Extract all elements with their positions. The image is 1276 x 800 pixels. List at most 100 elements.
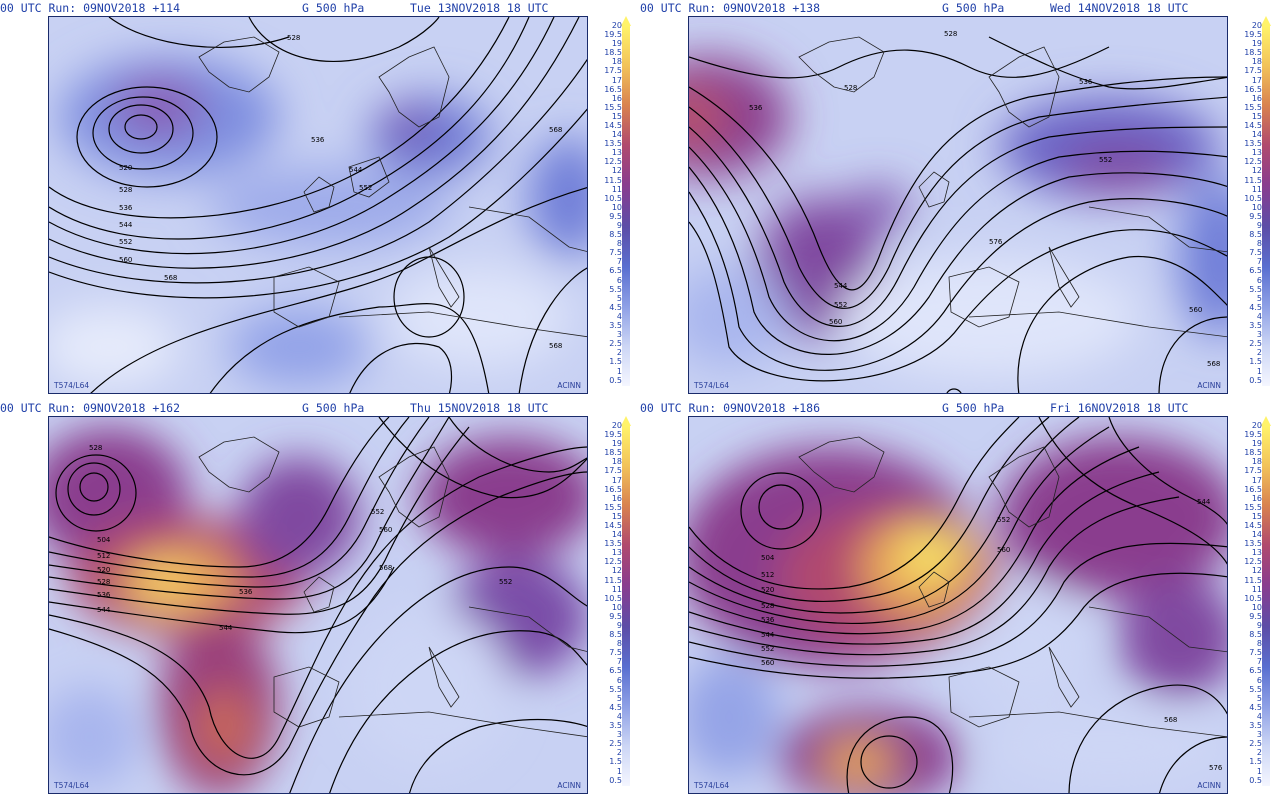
colorbar-tick-label: 17.5 [1244, 66, 1262, 76]
colorbar-tick-label: 2.5 [1249, 739, 1262, 749]
contour-value-label: 552 [359, 184, 373, 192]
level-label: G 500 hPa [942, 1, 1005, 15]
forecast-map: T574/L64 ACINN 504 512 520 528 536 544 552 560 5… [688, 416, 1228, 794]
height-contours [49, 17, 587, 393]
colorbar-arrow-icon [621, 16, 631, 26]
colorbar-tick-label: 14 [1251, 130, 1262, 140]
colorbar-tick-label: 7 [1256, 257, 1262, 267]
panel-header: 00 UTC Run: 09NOV2018 +138 G 500 hPa Wed… [640, 0, 1230, 16]
colorbar-tick-label: 14.5 [1244, 121, 1262, 130]
colorbar-tick-label: 18.5 [1244, 448, 1262, 458]
colorbar-tick-label: 4.5 [609, 702, 622, 712]
colorbar-tick-label: 20 [1251, 21, 1262, 30]
colorbar-tick-label: 16 [1251, 493, 1262, 503]
colorbar-tick-label: 3.5 [609, 721, 622, 731]
colorbar-tick-label: 0.5 [609, 375, 622, 385]
colorbar-tick-label: 13 [611, 548, 622, 558]
colorbar-tick-label: 17.5 [1244, 466, 1262, 476]
colorbar-tick-label: 18.5 [604, 48, 622, 58]
contour-value-label: 536 [1079, 78, 1093, 86]
colorbar-tick-label: 7.5 [1249, 248, 1262, 258]
colorbar-tick-label: 4 [1256, 711, 1262, 721]
colorbar-tick-label: 15 [1251, 511, 1262, 521]
contour-value-label: 568 [164, 274, 178, 282]
colorbar-tick-label: 12 [611, 166, 622, 176]
colorbar-tick-label: 2.5 [609, 339, 622, 349]
colorbar-tick-label: 12 [611, 566, 622, 576]
colorbar-tick-label: 14.5 [1244, 521, 1262, 530]
colorbar: 20 19.5 19 18.5 18 17.5 17 16.5 16 15.5 15 14.5 14 13… [1232, 16, 1276, 394]
colorbar-tick-label: 10.5 [604, 593, 622, 603]
colorbar-ramp [622, 26, 630, 386]
source-label: ACINN [1197, 781, 1221, 790]
contour-value-label: 528 [844, 84, 858, 92]
colorbar-tick-label: 1 [1256, 366, 1262, 376]
colorbar-tick-label: 3.5 [609, 321, 622, 331]
model-label: T574/L64 [54, 781, 90, 790]
contour-value-label: 568 [1207, 360, 1221, 368]
height-contours [689, 36, 1227, 393]
contour-value-label: 528 [119, 186, 133, 194]
contour-value-label: 544 [219, 624, 233, 632]
colorbar-tick-label: 4 [616, 311, 622, 321]
colorbar-tick-label: 5.5 [1249, 684, 1262, 694]
colorbar-tick-label: 9 [1256, 221, 1262, 231]
colorbar-tick-label: 7.5 [609, 648, 622, 658]
colorbar-tick-label: 15.5 [604, 502, 622, 512]
colorbar-tick-label: 4.5 [1249, 302, 1262, 312]
contour-value-label: 512 [97, 552, 111, 560]
colorbar-tick-label: 13.5 [604, 539, 622, 549]
colorbar-tick-label: 11 [611, 184, 622, 194]
colorbar-tick-label: 2.5 [1249, 339, 1262, 349]
map-panel-4: 00 UTC Run: 09NOV2018 +186 G 500 hPa Fri… [640, 400, 1276, 798]
valid-time-label: Thu 15NOV2018 18 UTC [410, 401, 549, 415]
colorbar-tick-label: 12.5 [604, 557, 622, 567]
geopotential-field [49, 17, 587, 393]
colorbar-tick-label: 1 [616, 766, 622, 776]
source-label: ACINN [557, 381, 581, 390]
colorbar-tick-label: 8 [1256, 239, 1262, 249]
colorbar-tick-label: 3.5 [1249, 321, 1262, 331]
colorbar-tick-label: 10 [1251, 202, 1262, 212]
colorbar-tick-label: 16 [611, 93, 622, 103]
colorbar-tick-label: 8.5 [1249, 630, 1262, 640]
source-label: ACINN [557, 781, 581, 790]
colorbar-tick-label: 7 [616, 257, 622, 267]
colorbar-tick-label: 20 [611, 421, 622, 430]
contour-value-label: 544 [349, 166, 363, 174]
colorbar-tick-label: 9.5 [609, 211, 622, 221]
colorbar-tick-label: 9.5 [1249, 211, 1262, 221]
colorbar-tick-label: 11.5 [1244, 575, 1262, 585]
colorbar-tick-label: 5.5 [609, 684, 622, 694]
colorbar-tick-label: 6 [616, 675, 622, 685]
colorbar-ramp [1262, 26, 1270, 386]
map-panel-2: 00 UTC Run: 09NOV2018 +138 G 500 hPa Wed… [640, 0, 1276, 398]
colorbar-tick-label: 10 [611, 602, 622, 612]
contour-value-label: 536 [311, 136, 325, 144]
run-label: 00 UTC Run: 09NOV2018 +114 [0, 1, 181, 15]
contour-value-label: 560 [119, 256, 133, 264]
colorbar-tick-label: 19.5 [604, 430, 622, 440]
contour-value-label: 576 [1209, 764, 1223, 772]
colorbar-tick-label: 15.5 [604, 102, 622, 112]
colorbar-tick-label: 12.5 [1244, 157, 1262, 167]
colorbar-tick-label: 17.5 [604, 66, 622, 76]
forecast-map: T574/L64 ACINN 528 536 528 544 552 560 576 560 5… [688, 16, 1228, 394]
colorbar-tick-label: 15.5 [1244, 502, 1262, 512]
colorbar-tick-label: 13 [1251, 148, 1262, 158]
contour-value-label: 568 [1164, 716, 1178, 724]
model-label: T574/L64 [694, 781, 730, 790]
contour-value-label: 544 [761, 631, 775, 639]
contour-value-label: 568 [549, 126, 563, 134]
run-label: 00 UTC Run: 09NOV2018 +162 [0, 401, 181, 415]
colorbar-tick-label: 19 [611, 439, 622, 449]
height-contours [689, 417, 1227, 793]
colorbar-tick-label: 6.5 [609, 266, 622, 276]
valid-time-label: Wed 14NOV2018 18 UTC [1050, 1, 1189, 15]
colorbar-tick-label: 9.5 [609, 611, 622, 621]
height-contours [49, 417, 587, 793]
valid-time-label: Fri 16NOV2018 18 UTC [1050, 401, 1189, 415]
coastlines [798, 436, 1227, 738]
colorbar-tick-label: 1 [616, 366, 622, 376]
colorbar-tick-label: 2 [1256, 348, 1262, 358]
